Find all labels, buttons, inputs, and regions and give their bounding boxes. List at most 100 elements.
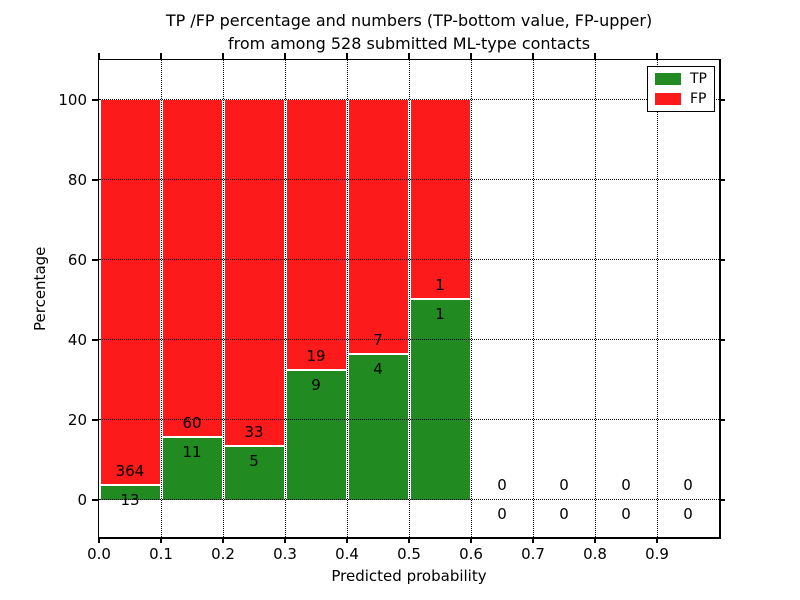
x-tick-top (532, 52, 534, 59)
y-tick-label: 60 (67, 251, 87, 269)
y-tick-right (719, 339, 725, 341)
x-tick-label: 0.9 (645, 545, 669, 563)
axis-spine-right (719, 58, 721, 539)
tp-count-label: 0 (683, 505, 693, 523)
x-gridline (346, 60, 348, 537)
y-tick (91, 259, 98, 261)
x-tick-label: 0.4 (335, 545, 359, 563)
x-gridline (470, 60, 472, 537)
x-tick-top (346, 52, 348, 59)
tp-count-label: 1 (435, 305, 445, 323)
bar-tp-segment (224, 447, 284, 500)
fp-count-label: 0 (559, 476, 569, 494)
x-axis-label: Predicted probability (331, 567, 487, 585)
tp-count-label: 4 (373, 359, 383, 378)
bar-tp-segment (348, 354, 408, 500)
x-tick-top (408, 52, 410, 59)
legend-item-tp: TP (655, 72, 707, 86)
y-tick-right (719, 259, 725, 261)
y-tick (91, 179, 98, 181)
x-tick (346, 537, 348, 543)
fp-count-label: 33 (244, 423, 264, 442)
fp-count-label: 0 (621, 476, 631, 494)
x-tick-top (594, 52, 596, 59)
bar-fp-segment (286, 100, 346, 370)
tp-count-label: 5 (249, 452, 259, 471)
y-tick-right (719, 419, 725, 421)
x-tick (160, 537, 162, 543)
x-gridline (222, 60, 224, 537)
fp-count-label: 0 (497, 476, 507, 494)
x-gridline (160, 60, 162, 537)
fp-count-label: 60 (182, 414, 202, 433)
chart-title: TP /FP percentage and numbers (TP-bottom… (99, 9, 719, 55)
x-tick-label: 0.8 (583, 545, 607, 563)
axis-spine-left (97, 58, 99, 539)
legend-swatch-fp-icon (655, 93, 681, 105)
legend-swatch-tp-icon (655, 73, 681, 85)
tp-count-label: 11 (182, 443, 202, 462)
legend: TP FP (647, 66, 715, 112)
bar-fp-segment (224, 100, 284, 446)
fp-count-label: 0 (683, 476, 693, 494)
y-tick-label: 40 (67, 331, 87, 349)
y-tick (91, 339, 98, 341)
x-tick (532, 537, 534, 543)
x-gridline (284, 60, 286, 537)
x-tick-top (656, 52, 658, 59)
plot-area: 0.0 0.1 0.2 0.3 0.4 0.5 0.6 0.7 0.8 0.9 0 20 40 60 80 1… (58, 52, 725, 563)
y-axis-label: Percentage (31, 246, 49, 331)
chart-title-line2: from among 528 submitted ML-type contact… (227, 34, 591, 53)
x-tick-label: 0.7 (521, 545, 545, 563)
x-tick-label: 0.0 (87, 545, 111, 563)
x-gridline (532, 60, 534, 537)
x-tick-label: 0.6 (459, 545, 483, 563)
y-tick-right (719, 499, 725, 501)
tp-count-label: 9 (311, 376, 321, 395)
tp-count-label: 13 (120, 491, 140, 510)
legend-label-tp: TP (690, 71, 707, 87)
bar-tp-segment (162, 438, 222, 500)
bar-tp-segment (286, 371, 346, 500)
x-tick-label: 0.1 (149, 545, 173, 563)
bar-tp-segment (100, 486, 160, 500)
x-gridline (408, 60, 410, 537)
bar-tp-segment (410, 300, 470, 500)
x-tick (656, 537, 658, 543)
bar-fp-segment (162, 100, 222, 437)
y-tick-label: 80 (67, 171, 87, 189)
chart-title-line1: TP /FP percentage and numbers (TP-bottom… (165, 11, 653, 30)
tp-count-label: 0 (621, 505, 631, 523)
bar-fp-segment (100, 100, 160, 485)
x-tick-top (98, 52, 100, 59)
axis-spine-top (97, 58, 721, 60)
x-tick-label: 0.3 (273, 545, 297, 563)
y-tick (91, 99, 98, 101)
y-tick-right (719, 99, 725, 101)
fp-count-label: 1 (435, 276, 445, 294)
y-tick (91, 419, 98, 421)
legend-label-fp: FP (690, 91, 707, 107)
tp-count-label: 0 (559, 505, 569, 523)
x-tick (222, 537, 224, 543)
x-gridline (656, 60, 658, 537)
x-tick (284, 537, 286, 543)
legend-item-fp: FP (655, 92, 707, 106)
x-tick-top (470, 52, 472, 59)
x-tick-top (284, 52, 286, 59)
y-tick-right (719, 179, 725, 181)
bar-fp-segment (348, 100, 408, 353)
y-tick-label: 0 (77, 491, 87, 509)
x-gridline (594, 60, 596, 537)
tp-count-label: 0 (497, 505, 507, 523)
x-tick (594, 537, 596, 543)
y-tick (91, 499, 98, 501)
x-tick (470, 537, 472, 543)
bar-fp-segment (410, 100, 470, 298)
x-tick (408, 537, 410, 543)
x-tick-top (160, 52, 162, 59)
fp-count-label: 7 (373, 330, 383, 349)
y-tick-label: 20 (67, 411, 87, 429)
x-tick-label: 0.5 (397, 545, 421, 563)
